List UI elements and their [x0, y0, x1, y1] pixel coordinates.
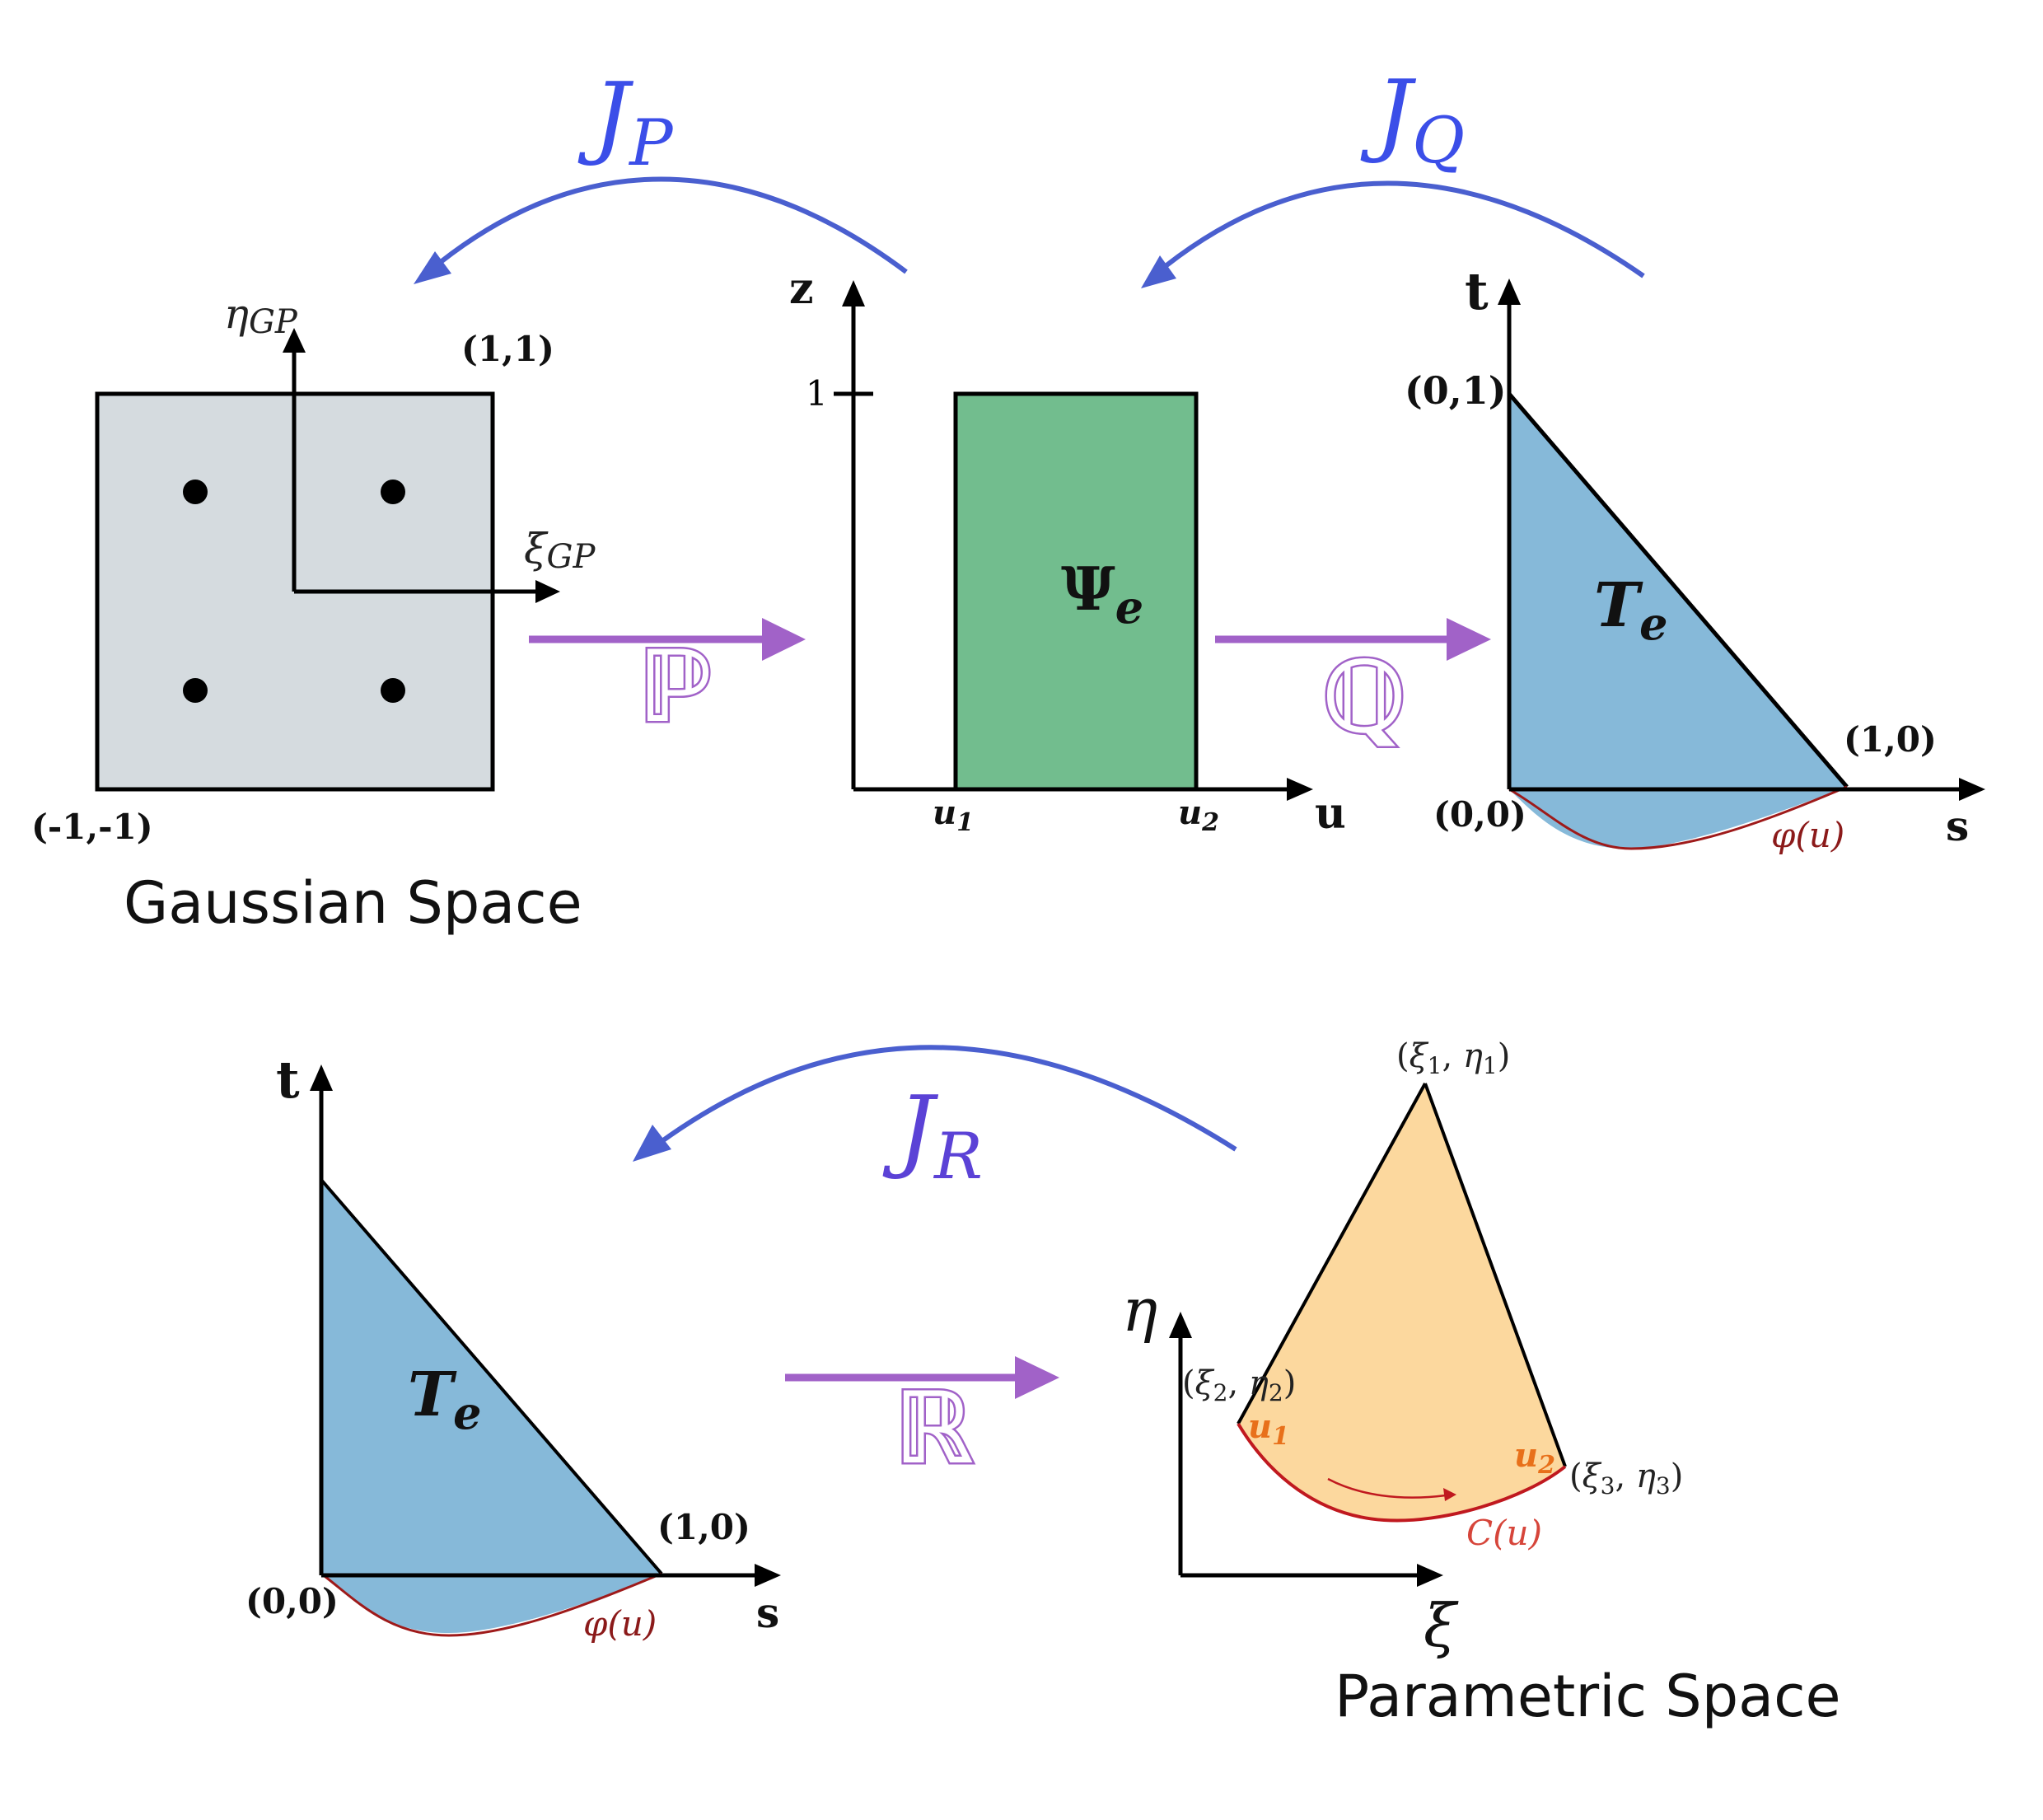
map-r-arrowhead — [1015, 1356, 1059, 1399]
jacobian-jp: JP — [414, 63, 908, 284]
gauss-xi-label: ξGP — [524, 525, 596, 576]
psi-u2-label: u2 — [1178, 793, 1219, 837]
psi-u1-label: u1 — [933, 793, 974, 837]
gaussian-space: ηGP ξGP (1,1) (-1,-1) Gaussian Space — [31, 290, 596, 937]
jp-arrowhead — [414, 251, 451, 284]
map-r: ℝ — [785, 1356, 1059, 1489]
bottom-phi-label: φ(u) — [583, 1603, 657, 1644]
map-p-arrowhead — [762, 618, 806, 661]
gauss-point — [381, 678, 405, 703]
param-eta-arrowhead — [1169, 1312, 1192, 1338]
bottom-te-label: Te — [408, 1359, 481, 1439]
map-q-label: ℚ — [1322, 641, 1406, 756]
jacobian-jq: JQ — [1141, 60, 1645, 288]
bottom-phi-curve — [320, 1572, 662, 1637]
param-direction-arrowhead — [1443, 1488, 1456, 1501]
jq-arrowhead — [1141, 255, 1176, 288]
gauss-point — [183, 480, 208, 504]
map-p: ℙ — [529, 618, 806, 747]
jq-label: JQ — [1360, 60, 1465, 178]
bottom-t-arrowhead — [310, 1064, 333, 1091]
map-q: ℚ — [1215, 618, 1491, 758]
top-phi-curve — [1508, 785, 1848, 850]
top-v00-label: (0,0) — [1433, 794, 1526, 835]
top-triangle-fill — [1509, 394, 1847, 849]
top-te-label: Te — [1594, 570, 1667, 650]
bottom-triangle-fill — [321, 1180, 662, 1633]
jp-arc — [427, 176, 908, 274]
bottom-hypotenuse — [320, 1178, 663, 1575]
map-q-arrowhead — [1447, 618, 1491, 661]
bottom-t-label: t — [276, 1050, 300, 1110]
param-u1-label: u1 — [1248, 1407, 1289, 1451]
top-v10-label: (1,0) — [1844, 719, 1937, 760]
psi-rectangle — [953, 391, 1199, 792]
jr-arc — [649, 1045, 1237, 1152]
param-eta-label: η — [1122, 1275, 1157, 1345]
jr-label: JR — [882, 1076, 983, 1194]
top-t-arrowhead — [1498, 278, 1521, 305]
param-p1-label: (ξ1, η1) — [1396, 1037, 1510, 1079]
top-s-arrowhead — [1959, 778, 1985, 801]
jacobian-jr: JR — [633, 1045, 1237, 1194]
gauss-corner-top: (1,1) — [461, 329, 554, 369]
gauss-eta-label: ηGP — [224, 290, 298, 341]
param-direction-arrow — [1327, 1477, 1447, 1499]
triangle-bottom: t s (1,0) (0,0) Te φ(u) — [245, 1050, 781, 1644]
gauss-corner-bottom: (-1,-1) — [31, 807, 153, 847]
param-u2-label: u2 — [1514, 1436, 1555, 1480]
bottom-s-arrowhead — [755, 1564, 781, 1587]
param-p3-label: (ξ3, η3) — [1569, 1457, 1683, 1500]
bottom-v00-label: (0,0) — [245, 1581, 339, 1621]
triangle-top: t s (0,1) (1,0) (0,0) Te φ(u) — [1405, 261, 1985, 855]
param-xi-arrowhead — [1417, 1564, 1443, 1587]
psi-z-label: z — [789, 264, 814, 314]
top-phi-label: φ(u) — [1771, 815, 1844, 855]
top-t-label: t — [1465, 261, 1489, 321]
jp-label: JP — [577, 63, 674, 180]
psi-z-arrowhead — [842, 280, 865, 306]
parametric-space: η ξ (ξ1, η1) (ξ2, η2) (ξ3, η3) u1 u2 C(u… — [1122, 1037, 1841, 1730]
top-v01-label: (0,1) — [1405, 368, 1507, 413]
bottom-v10-label: (1,0) — [657, 1507, 750, 1547]
param-edge-left — [1237, 1083, 1427, 1425]
psi-label: Ψe — [1061, 554, 1143, 634]
map-p-label: ℙ — [638, 630, 713, 745]
gauss-point — [183, 678, 208, 703]
gauss-eta-arrowhead — [283, 328, 306, 353]
top-hypotenuse — [1508, 392, 1849, 788]
jq-arc — [1152, 180, 1645, 278]
top-s-label: s — [1946, 802, 1969, 850]
gauss-caption: Gaussian Space — [124, 869, 582, 937]
gauss-point — [381, 480, 405, 504]
map-r-label: ℝ — [894, 1372, 973, 1486]
param-edge-right — [1424, 1083, 1567, 1467]
param-caption: Parametric Space — [1335, 1663, 1841, 1730]
psi-tick-one-label: 1 — [806, 373, 828, 414]
psi-u-label: u — [1315, 788, 1346, 839]
gauss-xi-arrowhead — [535, 580, 560, 603]
psi-space: 1 z u Ψe u1 u2 — [789, 264, 1346, 839]
param-element-fill — [1238, 1083, 1565, 1521]
jr-arrowhead — [633, 1125, 671, 1162]
param-curve-label: C(u) — [1466, 1513, 1542, 1553]
psi-u-arrowhead — [1287, 778, 1313, 801]
param-xi-label: ξ — [1424, 1591, 1459, 1660]
bottom-s-label: s — [756, 1588, 779, 1637]
param-curve-c — [1237, 1422, 1567, 1523]
